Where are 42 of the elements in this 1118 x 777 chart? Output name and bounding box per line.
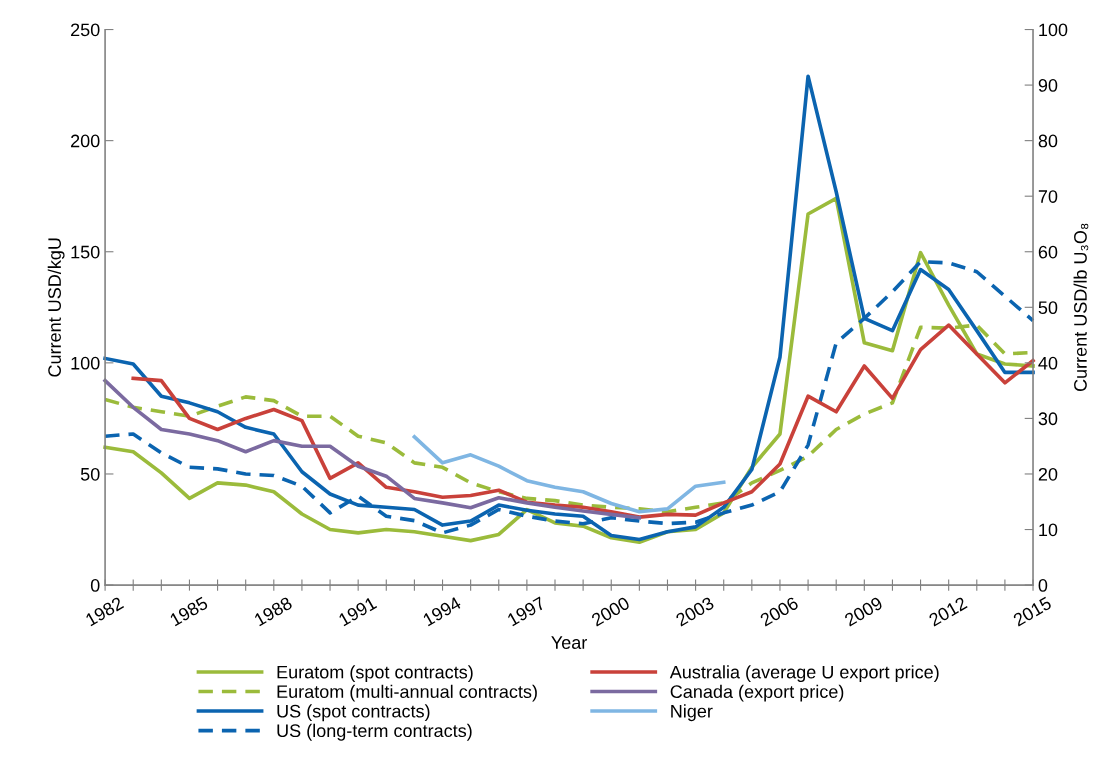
line-series: [412, 435, 726, 514]
legend-label: Euratom (spot contracts): [277, 665, 473, 683]
y2-tick-label: 90: [1038, 79, 1058, 92]
y2-tick-label: 20: [1038, 467, 1058, 481]
x-tick-label: 2009: [843, 596, 884, 627]
x-tick-label: 1982: [84, 596, 125, 627]
line-series: [103, 74, 1035, 542]
y2-tick-label: 100: [1039, 23, 1068, 37]
y-tick-label: 50: [80, 467, 100, 481]
x-tick-label: 1985: [169, 596, 209, 627]
y2-tick-label: 70: [1038, 190, 1058, 203]
legend-label: Australia (average U export price): [669, 665, 939, 683]
legend-label: Niger: [671, 704, 713, 722]
x-tick-label: 1991: [338, 596, 378, 627]
x-tick-label: 2012: [928, 596, 968, 627]
y2-tick-label: 0: [1038, 579, 1048, 592]
y2-tick-label: 40: [1038, 356, 1058, 370]
y-tick-label: 100: [71, 356, 100, 370]
y-tick-label: 200: [71, 134, 100, 148]
y2-tick-label: 50: [1038, 301, 1058, 315]
y2-tick-label: 80: [1038, 134, 1058, 148]
y2-axis-title: Current USD/lb U₃O₈: [1073, 223, 1089, 392]
x-tick-label: 1994: [422, 596, 462, 627]
y-tick-label: 150: [71, 245, 100, 259]
legend-label: US (spot contracts): [277, 704, 430, 722]
x-tick-label: 2006: [759, 596, 800, 627]
x-tick-label: 2003: [675, 596, 715, 627]
legend-label: US (long-term contracts): [277, 723, 472, 741]
y2-tick-label: 30: [1038, 412, 1058, 426]
legend-label: Canada (export price): [670, 684, 844, 702]
x-axis-title: Year: [551, 636, 588, 649]
line-series: [103, 378, 642, 520]
x-tick-label: 2000: [590, 596, 631, 627]
legend-label: Euratom (multi-annual contracts): [277, 684, 537, 702]
x-tick-label: 1997: [506, 596, 546, 627]
y-axis-title: Current USD/kgU: [47, 238, 65, 377]
x-tick-label: 2015: [1012, 596, 1053, 627]
y-tick-label: 250: [71, 23, 100, 37]
x-tick-label: 1988: [253, 596, 293, 627]
y-tick-label: 0: [90, 579, 100, 592]
y2-tick-label: 10: [1039, 523, 1058, 537]
y2-tick-label: 60: [1038, 245, 1058, 259]
